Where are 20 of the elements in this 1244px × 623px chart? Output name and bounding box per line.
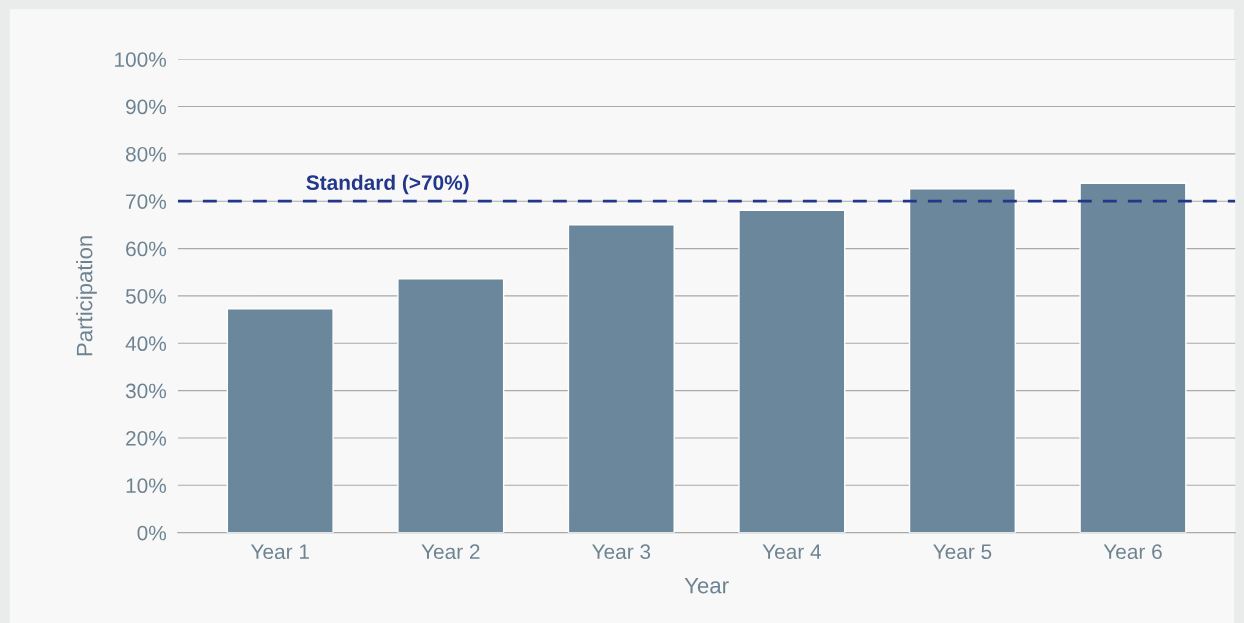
y-tick-label: 40% — [125, 336, 167, 352]
y-tick-label: 20% — [126, 430, 167, 446]
y-tick-label: 70% — [126, 194, 167, 209]
y-tick-label: 100% — [115, 52, 167, 67]
x-tick-label: Year 3 — [592, 544, 651, 560]
y-axis-title: Participation — [76, 236, 97, 356]
y-tick-label: 10% — [126, 478, 167, 494]
y-tick-label: 60% — [126, 241, 167, 257]
x-tick-label: Year 4 — [762, 544, 821, 560]
y-tick-label: 50% — [125, 288, 167, 304]
y-tick-label: 0% — [137, 525, 167, 541]
x-tick-label: Year 1 — [250, 544, 309, 560]
y-tick-label: 80% — [125, 146, 167, 162]
y-tick-label: 30% — [125, 383, 167, 399]
x-tick-label: Year 2 — [421, 544, 480, 560]
y-tick-label: 90% — [126, 99, 167, 115]
ref-line-label: Standard (>70%) — [306, 174, 469, 195]
x-tick-label: Year 5 — [933, 544, 992, 560]
x-axis-title: Year — [684, 577, 729, 594]
x-tick-label: Year 6 — [1103, 544, 1162, 560]
